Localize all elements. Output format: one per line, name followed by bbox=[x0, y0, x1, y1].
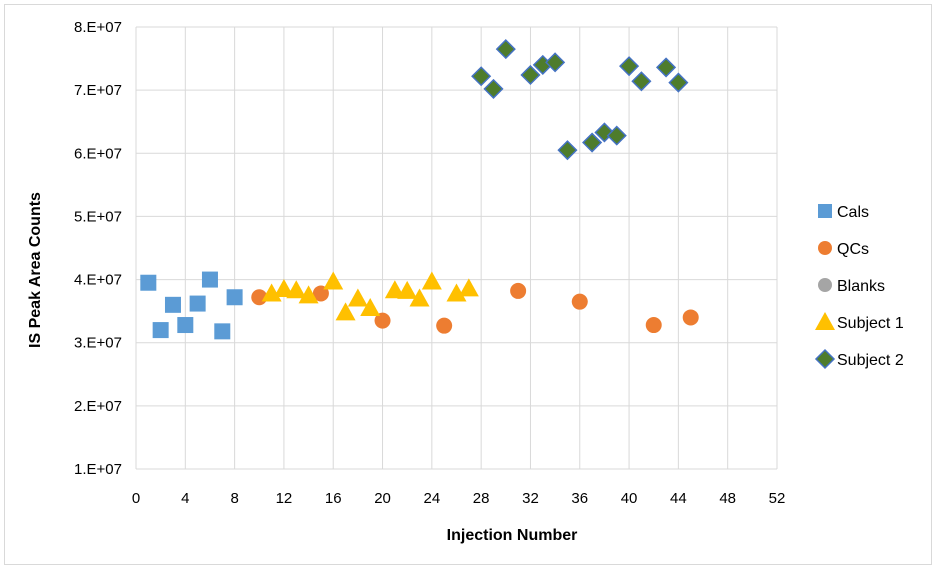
x-tick-label: 8 bbox=[230, 490, 238, 507]
y-axis-title: IS Peak Area Counts bbox=[27, 192, 44, 348]
x-tick-label: 36 bbox=[571, 490, 588, 507]
qcs-point bbox=[436, 317, 453, 334]
subject-2-point bbox=[557, 140, 578, 161]
subject-1-point bbox=[298, 285, 319, 304]
x-tick-label: 32 bbox=[522, 490, 539, 507]
legend-marker-subject-1 bbox=[815, 312, 835, 330]
cals-point bbox=[164, 296, 181, 313]
legend-label-subject-1: Subject 1 bbox=[837, 315, 904, 332]
subject-2-point bbox=[631, 71, 652, 92]
subject-1-point bbox=[286, 280, 307, 299]
subject-1-point bbox=[409, 288, 430, 307]
x-tick-label: 52 bbox=[769, 490, 786, 507]
subject-2-point bbox=[655, 57, 677, 78]
cals-point bbox=[226, 289, 243, 306]
x-axis-ticks: 0 4 8 12 16 20 24 28 32 36 40 44 48 52 bbox=[132, 490, 786, 507]
subject-2-point bbox=[606, 125, 627, 146]
subject-2-point bbox=[619, 56, 640, 77]
x-tick-label: 16 bbox=[325, 490, 342, 507]
qcs-point bbox=[571, 293, 588, 310]
legend-item-blanks: Blanks bbox=[818, 278, 885, 295]
y-tick-label: 7.E+07 bbox=[74, 82, 122, 99]
qcs-point bbox=[374, 312, 391, 329]
y-tick-label: 4.E+07 bbox=[74, 272, 122, 289]
qcs-point bbox=[682, 309, 699, 326]
legend-marker-qcs bbox=[818, 241, 832, 255]
y-tick-label: 5.E+07 bbox=[74, 208, 122, 225]
subject-1-point bbox=[335, 302, 356, 321]
x-tick-label: 40 bbox=[621, 490, 638, 507]
y-tick-label: 1.E+07 bbox=[74, 461, 122, 478]
legend-label-subject-2: Subject 2 bbox=[837, 352, 904, 369]
qcs-point bbox=[645, 317, 662, 334]
x-tick-label: 28 bbox=[473, 490, 490, 507]
subject-2-point bbox=[668, 72, 689, 93]
cals-point bbox=[201, 271, 218, 288]
legend-marker-blanks bbox=[818, 278, 832, 292]
legend-item-qcs: QCs bbox=[818, 241, 869, 258]
data-points bbox=[140, 39, 699, 340]
cals-point bbox=[214, 323, 231, 340]
y-axis-ticks: 1.E+07 2.E+07 3.E+07 4.E+07 5.E+07 6.E+07 7.E+… bbox=[74, 19, 122, 478]
x-tick-label: 12 bbox=[276, 490, 293, 507]
cals-point bbox=[177, 317, 194, 334]
x-tick-label: 4 bbox=[181, 490, 189, 507]
subject-1-point bbox=[458, 278, 479, 297]
x-tick-label: 20 bbox=[374, 490, 391, 507]
legend-marker-subject-2 bbox=[814, 348, 836, 370]
y-tick-label: 6.E+07 bbox=[74, 145, 122, 162]
y-tick-label: 8.E+07 bbox=[74, 19, 122, 36]
y-tick-label: 2.E+07 bbox=[74, 398, 122, 415]
legend-label-qcs: QCs bbox=[837, 241, 869, 258]
legend-item-subject-1: Subject 1 bbox=[815, 312, 904, 332]
legend-label-cals: Cals bbox=[837, 204, 869, 221]
y-tick-label: 3.E+07 bbox=[74, 335, 122, 352]
subject-2-point bbox=[471, 66, 492, 87]
subject-2-point bbox=[483, 78, 504, 99]
gridlines bbox=[135, 26, 778, 470]
qcs-point bbox=[510, 282, 527, 299]
subject-2-point bbox=[520, 64, 541, 86]
legend-label-blanks: Blanks bbox=[837, 278, 885, 295]
subject-1-point bbox=[273, 279, 294, 298]
cals-point bbox=[189, 295, 206, 312]
subject-1-point bbox=[384, 280, 405, 299]
x-tick-label: 44 bbox=[670, 490, 687, 507]
x-tick-label: 48 bbox=[719, 490, 736, 507]
x-tick-label: 0 bbox=[132, 490, 140, 507]
x-tick-label: 24 bbox=[424, 490, 441, 507]
subject-1-point bbox=[360, 297, 381, 316]
subject-1-point bbox=[323, 271, 344, 290]
legend-item-cals: Cals bbox=[818, 204, 869, 221]
subject-1-point bbox=[397, 280, 418, 299]
cals-point bbox=[152, 322, 169, 339]
subject-1-point bbox=[421, 271, 442, 290]
legend: Cals QCs Blanks Subject 1 Subject 2 bbox=[814, 204, 904, 370]
subject-1-point bbox=[347, 288, 368, 307]
x-axis-title: Injection Number bbox=[447, 527, 578, 544]
legend-marker-cals bbox=[818, 204, 832, 218]
subject-2-point bbox=[545, 52, 566, 73]
cals-point bbox=[140, 274, 157, 291]
subject-2-point bbox=[582, 132, 603, 153]
subject-1-point bbox=[446, 283, 467, 302]
subject-2-point bbox=[495, 39, 516, 60]
legend-item-subject-2: Subject 2 bbox=[814, 348, 904, 370]
